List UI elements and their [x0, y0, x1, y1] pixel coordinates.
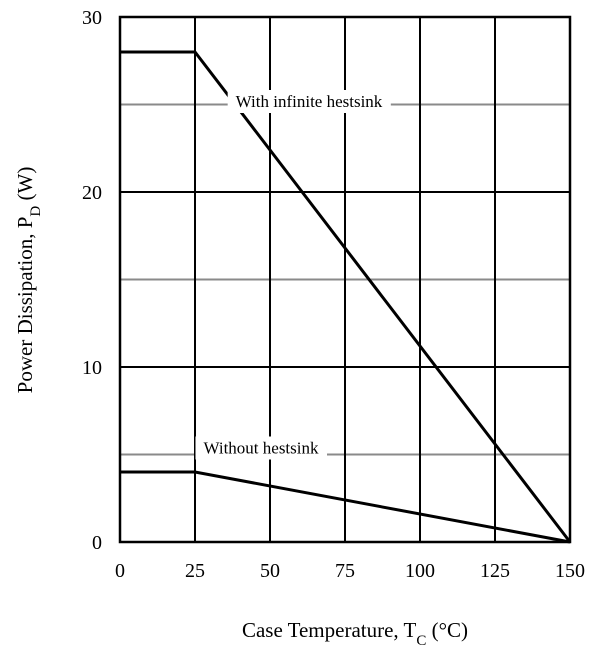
y-axis-title-sub: D	[28, 206, 44, 217]
x-axis-title-main: Case Temperature, T	[242, 618, 417, 642]
x-tick-label: 25	[185, 560, 205, 582]
annotation-background	[227, 90, 391, 113]
y-tick-label: 30	[82, 7, 102, 29]
series-line-2	[120, 470, 571, 544]
y-axis-title-unit: (W)	[13, 167, 37, 206]
y-tick-labels: 0 10 20 30	[82, 7, 102, 554]
y-tick-label: 20	[82, 182, 102, 204]
y-tick-label: 0	[92, 532, 102, 554]
plot-frame	[118, 15, 572, 544]
x-tick-label: 100	[405, 560, 435, 582]
annotation-label-2: Without hestsink	[203, 439, 319, 458]
x-axis-title: Case Temperature, TC (°C)	[242, 618, 468, 648]
x-tick-label: 50	[260, 560, 280, 582]
y-axis-title: Power Dissipation, PD (W)	[13, 167, 44, 394]
annotations: With infinite hestsink Without hestsink	[195, 90, 391, 460]
annotation-background	[195, 436, 327, 460]
y-axis-title-main: Power Dissipation, P	[13, 217, 37, 394]
x-tick-label: 75	[335, 560, 355, 582]
x-tick-label: 150	[555, 560, 585, 582]
series-group	[120, 50, 572, 544]
series-line-1	[120, 50, 572, 543]
x-tick-label: 125	[480, 560, 510, 582]
x-tick-labels: 0 25 50 75 100 125 150	[115, 560, 585, 582]
x-axis-title-sub: C	[416, 633, 426, 648]
x-axis-title-unit: (°C)	[426, 618, 468, 642]
y-tick-label: 10	[82, 357, 102, 379]
x-tick-label: 0	[115, 560, 125, 582]
annotation-label-1: With infinite hestsink	[236, 92, 383, 111]
